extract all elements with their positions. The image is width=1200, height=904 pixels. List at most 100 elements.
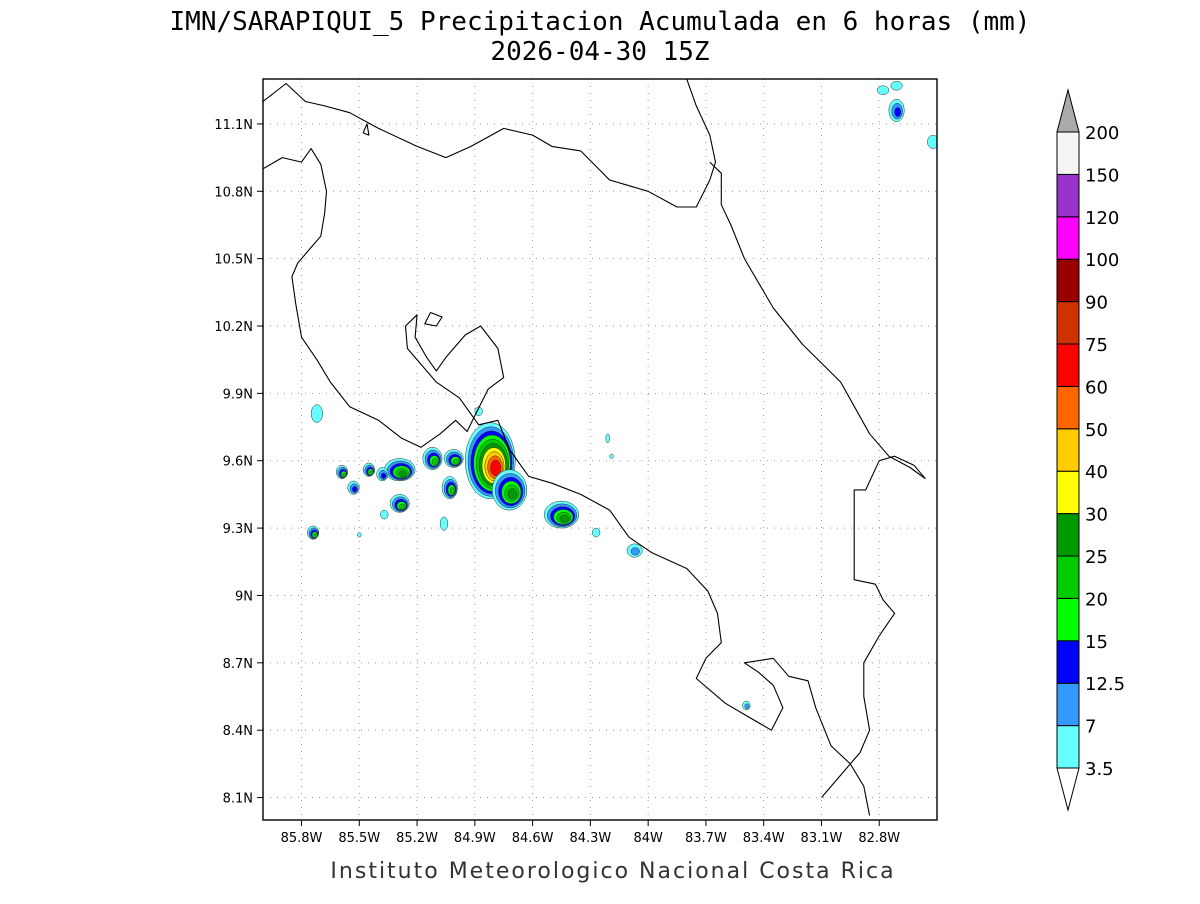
precip-contour-level-6 [559, 514, 570, 523]
precip-contour-level-5 [452, 458, 460, 465]
coastline [362, 123, 370, 136]
lat-tick-label: 8.1N [223, 792, 253, 807]
precip-cell [474, 406, 483, 417]
colorbar: 3.5 7 12.5 15 20 25 30 40 50 60 75 90 100 120 150 200 [1056, 88, 1125, 812]
colorbar-label: 40 [1085, 462, 1108, 483]
colorbar-swatch [1056, 428, 1080, 472]
colorbar-swatch [1056, 597, 1080, 642]
colorbar-swatch [1056, 555, 1080, 599]
colorbar-label: 120 [1085, 208, 1119, 229]
lat-tick-label: 11.1N [214, 118, 253, 133]
colorbar-label: 200 [1085, 123, 1119, 144]
precip-cell [389, 494, 410, 513]
precip-cell [626, 543, 643, 558]
colorbar-swatch [1056, 301, 1080, 345]
precip-cell [347, 480, 360, 495]
precip-contour-level-1 [890, 80, 903, 91]
coastline [709, 161, 926, 480]
precip-contour-level-1 [310, 404, 323, 423]
precip-contour-level-6 [507, 488, 518, 500]
precip-contour-level-5 [399, 503, 406, 510]
precip-contour-level-6 [398, 470, 408, 477]
precip-cell [422, 447, 443, 470]
colorbar-swatch [1056, 385, 1080, 430]
colorbar-arrow-low [1056, 767, 1080, 812]
precip-cell [310, 404, 323, 423]
colorbar-swatch [1056, 682, 1080, 727]
colorbar-label: 100 [1085, 250, 1119, 271]
precip-contour-level-10 [490, 459, 502, 477]
lon-tick-label: 84.3W [569, 831, 611, 846]
precip-cell [439, 516, 449, 531]
map-frame [262, 78, 938, 821]
gridlines [263, 79, 937, 820]
colorbar-arrow-high [1056, 88, 1080, 133]
precip-contour-level-1 [474, 406, 483, 417]
colorbar-swatch [1056, 725, 1080, 769]
map-title: IMN/SARAPIQUI_5 Precipitacion Acumulada … [170, 7, 1031, 37]
precip-contour-level-1 [357, 532, 362, 538]
coastline [263, 148, 871, 816]
colorbar-label: 150 [1085, 165, 1119, 186]
precip-contour-level-5 [431, 458, 438, 466]
lat-tick-label: 9.9N [223, 387, 253, 402]
colorbar-swatch [1056, 470, 1080, 515]
precip-cell [877, 85, 890, 95]
colorbar-label: 50 [1085, 420, 1108, 441]
colorbar-label: 7 [1085, 717, 1096, 738]
country-border [821, 455, 926, 798]
colorbar-swatch [1056, 640, 1080, 684]
precip-cell [927, 134, 937, 149]
precip-contour-level-5 [369, 470, 374, 476]
precip-cell [890, 80, 903, 91]
lon-tick-label: 84.6W [512, 831, 554, 846]
precip-cell [888, 98, 905, 122]
precip-cell [543, 500, 580, 529]
lon-tick-label: 83.4W [743, 831, 785, 846]
map-plot-area [262, 78, 938, 821]
lon-tick-label: 85.5W [338, 831, 380, 846]
precip-contour-level-1 [927, 134, 937, 149]
colorbar-swatch [1056, 216, 1080, 260]
coastline [263, 79, 717, 208]
precip-contour-level-1 [605, 433, 610, 444]
colorbar-label: 90 [1085, 293, 1108, 314]
precip-contour-level-1 [609, 453, 614, 459]
precip-contour-level-1 [877, 85, 890, 95]
colorbar-label: 60 [1085, 377, 1108, 398]
colorbar-label: 3.5 [1085, 759, 1114, 780]
precip-contour-level-3 [380, 472, 387, 479]
colorbar-label: 15 [1085, 632, 1108, 653]
lat-tick-label: 10.2N [214, 320, 253, 335]
precip-contour-level-2 [630, 547, 640, 556]
footer-credit: Instituto Meteorologico Nacional Costa R… [330, 859, 895, 884]
lat-tick-label: 9.3N [223, 522, 253, 537]
lat-tick-label: 8.4N [223, 724, 253, 739]
lon-tick-label: 84.9W [454, 831, 496, 846]
lat-tick-label: 8.7N [223, 657, 253, 672]
map-subtitle: 2026-04-30 15Z [490, 37, 709, 67]
precip-cell [443, 449, 464, 468]
lat-tick-label: 9N [235, 589, 253, 604]
colorbar-label: 30 [1085, 505, 1108, 526]
precip-cell [742, 700, 751, 711]
lon-tick-label: 83.1W [801, 831, 843, 846]
colorbar-swatch [1056, 131, 1080, 175]
precip-cell [384, 458, 416, 482]
coastline [424, 311, 443, 327]
colorbar-swatch [1056, 513, 1080, 557]
precip-contour-level-1 [439, 516, 449, 531]
coastline-layer [263, 79, 926, 816]
precip-cell [307, 525, 320, 540]
precip-cell [491, 469, 528, 511]
precip-cell [357, 532, 362, 538]
lon-tick-label: 83.7W [685, 831, 727, 846]
colorbar-swatch [1056, 258, 1080, 303]
colorbar-swatch [1056, 343, 1080, 387]
precip-contour-level-3 [894, 107, 902, 117]
lat-tick-label: 9.6N [223, 455, 253, 470]
longitude-axis: 85.8W 85.5W 85.2W 84.9W 84.6W 84.3W 84W 83.7W 83… [281, 820, 900, 846]
colorbar-label: 12.5 [1085, 674, 1125, 695]
